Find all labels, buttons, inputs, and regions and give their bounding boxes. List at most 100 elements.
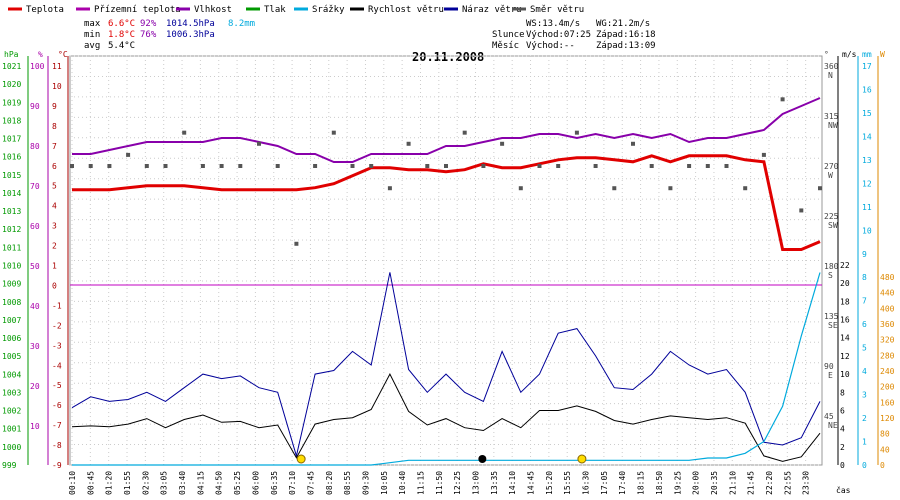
mm-tick: 13: [862, 156, 872, 165]
c-tick: -9: [52, 461, 62, 470]
legend-label: Tlak: [264, 5, 286, 15]
x-tick-label: 21:45: [747, 471, 756, 495]
w-tick: 0: [880, 461, 885, 470]
deg-tick: 360: [824, 62, 839, 71]
ms-tick: 0: [840, 461, 845, 470]
x-tick-label: 03:40: [178, 471, 187, 495]
dir-tick: S: [828, 271, 833, 280]
wind-dir-point: [70, 164, 74, 168]
x-tick-label: 08:55: [343, 471, 352, 495]
ms-tick: 8: [840, 388, 845, 397]
wind-dir-point: [144, 164, 149, 168]
wind-dir-point: [238, 164, 243, 168]
x-tick-label: 14:10: [508, 471, 517, 495]
mm-tick: 8: [862, 273, 867, 282]
mm-tick: 1: [862, 438, 867, 447]
x-tick-label: 17:05: [600, 471, 609, 495]
wind-dir-point: [612, 186, 617, 191]
c-tick: -1: [52, 301, 62, 310]
x-tick-label: 09:30: [361, 471, 370, 495]
pct-tick: 80: [30, 142, 40, 151]
dir-tick: NE: [828, 421, 838, 430]
hpa-tick: 1016: [2, 153, 21, 162]
stat-rain: 8.2mm: [228, 19, 255, 29]
mm-tick: 5: [862, 344, 867, 353]
pct-tick: 100: [30, 62, 45, 71]
x-tick-label: 22:20: [765, 471, 774, 495]
wind-dir-point: [631, 141, 635, 146]
hpa-tick: 999: [2, 461, 17, 470]
mm-tick: 12: [862, 179, 872, 188]
deg-tick: 135: [824, 312, 839, 321]
c-tick: 9: [52, 102, 57, 111]
wind-dir-point: [500, 141, 505, 146]
x-tick-label: 13:00: [472, 471, 481, 495]
wind-dir-point: [593, 164, 598, 168]
c-tick: 6: [52, 162, 57, 171]
wind-dir-point: [387, 186, 392, 191]
x-tick-label: 13:35: [490, 471, 499, 495]
ms-tick: 18: [840, 297, 850, 306]
x-tick-label: 14:45: [527, 471, 536, 495]
wind-dir-point: [257, 141, 261, 146]
grid: 00:10 00:45 01:20 01:55 02:30 03:05 03:40 04:15…: [68, 55, 823, 495]
x-tick-label: 10:40: [398, 471, 407, 495]
chart-title: 20.11.2008: [412, 50, 484, 64]
moon-label: Měsíc: [492, 41, 519, 51]
ms-tick: 22: [840, 261, 850, 270]
c-tick: -2: [52, 321, 62, 330]
w-tick: 280: [880, 351, 895, 360]
rain-line: [72, 272, 821, 466]
x-tick-label: 21:10: [728, 471, 737, 495]
mm-tick: 16: [862, 85, 872, 94]
ms-tick: 4: [840, 425, 845, 434]
c-tick: 3: [52, 222, 57, 231]
x-tick-label: 15:55: [563, 471, 572, 495]
dir-tick: NW: [828, 121, 838, 130]
x-tick-label: 16:30: [582, 471, 591, 495]
wind-dir-point: [761, 152, 766, 157]
c-tick: 0: [52, 281, 57, 290]
legend-label: Vlhkost: [194, 5, 232, 15]
wind-dir-point: [294, 241, 299, 246]
w-tick: 480: [880, 273, 895, 282]
dir-tick: W: [828, 171, 833, 180]
ms-tick: 10: [840, 370, 850, 379]
mm-tick: 14: [862, 132, 872, 141]
c-tick: 7: [52, 142, 57, 151]
x-tick-label: 03:05: [160, 471, 169, 495]
wind-dir-point: [126, 152, 131, 157]
c-tick: 2: [52, 242, 57, 251]
x-tick-label: 10:05: [380, 471, 389, 495]
x-tick-label: 11:15: [416, 471, 425, 495]
deg-tick: 315: [824, 112, 839, 121]
hpa-tick: 1012: [2, 225, 21, 234]
unit-deg: °: [824, 50, 829, 59]
sun-marker: [296, 454, 306, 464]
legend-label: Přízemní teplota: [94, 5, 181, 15]
c-tick: -5: [52, 381, 62, 390]
wind-dir-point: [818, 186, 822, 191]
wind-dir-point: [537, 164, 542, 168]
stat-min-hum: 76%: [140, 30, 157, 40]
mm-tick: 15: [862, 109, 872, 118]
w-tick: 160: [880, 398, 895, 407]
mm-tick: 7: [862, 297, 867, 306]
x-tick-label: 04:15: [196, 471, 205, 495]
x-tick-label: 02:30: [141, 471, 150, 495]
sunset: Západ:16:18: [596, 30, 656, 40]
wind-dir-point: [687, 164, 692, 168]
x-tick-label: 04:50: [215, 471, 224, 495]
w-tick: 360: [880, 320, 895, 329]
sunrise: Východ:07:25: [526, 30, 591, 40]
legend-label: Rychlost větru: [368, 5, 444, 15]
stat-max-press: 1014.5hPa: [166, 19, 215, 29]
hpa-tick: 1001: [2, 425, 21, 434]
wind-speed-max: WS:13.4m/s: [526, 19, 580, 29]
hpa-tick: 1021: [2, 62, 21, 71]
mm-tick: 0: [862, 461, 867, 470]
wind-dir-point: [163, 164, 168, 168]
x-tick-label: 23:30: [802, 471, 811, 495]
x-tick-label: 22:55: [783, 471, 792, 495]
wind-dir-point: [743, 186, 748, 191]
